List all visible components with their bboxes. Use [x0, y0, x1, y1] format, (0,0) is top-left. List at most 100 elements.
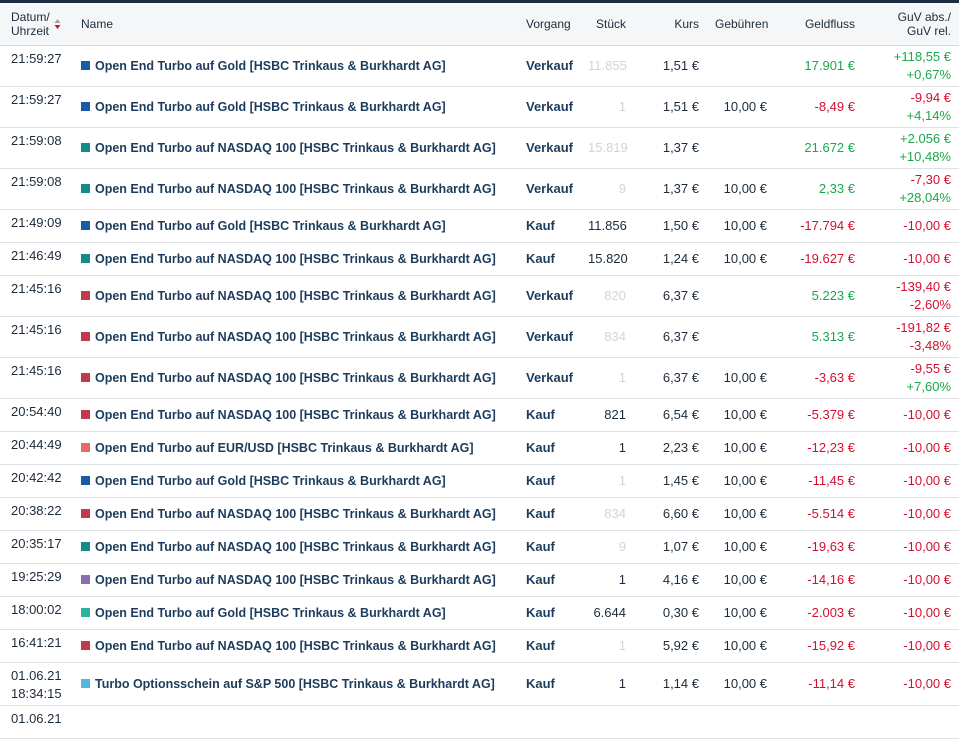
- date-cell: 20:38:22: [0, 497, 70, 531]
- action: Verkauf: [515, 316, 580, 358]
- pnl-abs: +118,55 €: [893, 49, 951, 64]
- price: 1,07 €: [634, 530, 707, 564]
- product-name[interactable]: Open End Turbo auf NASDAQ 100 [HSBC Trin…: [95, 252, 496, 266]
- quantity: 1: [580, 629, 634, 663]
- product-name[interactable]: Open End Turbo auf Gold [HSBC Trinkaus &…: [95, 219, 446, 233]
- header-fees[interactable]: Gebühren: [707, 1, 775, 46]
- product-name[interactable]: Open End Turbo auf NASDAQ 100 [HSBC Trin…: [95, 141, 496, 155]
- pnl-abs: -10,00 €: [903, 473, 951, 488]
- product-name[interactable]: Open End Turbo auf Gold [HSBC Trinkaus &…: [95, 474, 446, 488]
- pnl-abs: -139,40 €: [896, 279, 951, 294]
- header-cashflow[interactable]: Geldfluss: [775, 1, 863, 46]
- name-cell: Open End Turbo auf NASDAQ 100 [HSBC Trin…: [70, 127, 515, 169]
- order-row: 21:59:08 Open End Turbo auf NASDAQ 100 [H…: [0, 127, 959, 169]
- order-row: 01.06.21 18:34:15 Turbo Optionsschein auf …: [0, 662, 959, 706]
- color-square: [81, 575, 90, 584]
- fees: [707, 127, 775, 169]
- quantity: 15.820: [580, 242, 634, 276]
- pnl-rel: -3,48%: [909, 338, 951, 353]
- price: 6,37 €: [634, 316, 707, 358]
- fees: [707, 705, 775, 739]
- date-cell: 21:59:27: [0, 86, 70, 128]
- pnl-cell: -191,82 € -3,48%: [863, 316, 959, 358]
- fees: 10,00 €: [707, 662, 775, 706]
- product-name[interactable]: Open End Turbo auf NASDAQ 100 [HSBC Trin…: [95, 408, 496, 422]
- header-action[interactable]: Vorgang: [515, 1, 580, 46]
- date-cell: 21:45:16: [0, 357, 70, 399]
- header-name[interactable]: Name: [70, 1, 515, 46]
- action: Verkauf: [515, 168, 580, 210]
- cashflow: 5.223 €: [775, 275, 863, 317]
- fees: 10,00 €: [707, 596, 775, 630]
- product-name[interactable]: Open End Turbo auf NASDAQ 100 [HSBC Trin…: [95, 507, 496, 521]
- name-cell: Open End Turbo auf NASDAQ 100 [HSBC Trin…: [70, 275, 515, 317]
- date-cell: 21:59:08: [0, 168, 70, 210]
- pnl-cell: -7,30 € +28,04%: [863, 168, 959, 210]
- cashflow: -14,16 €: [775, 563, 863, 597]
- order-row: 01.06.21: [0, 705, 959, 739]
- time: 21:59:27: [11, 92, 62, 107]
- price: 1,51 €: [634, 86, 707, 128]
- name-cell: Open End Turbo auf Gold [HSBC Trinkaus &…: [70, 86, 515, 128]
- date: 01.06.21: [11, 711, 62, 726]
- cashflow: 17.901 €: [775, 45, 863, 87]
- product-name[interactable]: Open End Turbo auf NASDAQ 100 [HSBC Trin…: [95, 573, 496, 587]
- product-name[interactable]: Open End Turbo auf NASDAQ 100 [HSBC Trin…: [95, 371, 496, 385]
- action: Kauf: [515, 563, 580, 597]
- fees: 10,00 €: [707, 431, 775, 465]
- cashflow: 5.313 €: [775, 316, 863, 358]
- product-name[interactable]: Open End Turbo auf NASDAQ 100 [HSBC Trin…: [95, 330, 496, 344]
- product-name[interactable]: Open End Turbo auf Gold [HSBC Trinkaus &…: [95, 100, 446, 114]
- color-square: [81, 61, 90, 70]
- action: Kauf: [515, 662, 580, 706]
- product-name[interactable]: Open End Turbo auf NASDAQ 100 [HSBC Trin…: [95, 182, 496, 196]
- date-cell: 18:00:02: [0, 596, 70, 630]
- cashflow: -19.627 €: [775, 242, 863, 276]
- date-cell: 16:41:21: [0, 629, 70, 663]
- header-price[interactable]: Kurs: [634, 1, 707, 46]
- pnl-rel: +28,04%: [899, 190, 951, 205]
- color-square: [81, 291, 90, 300]
- pnl-rel: +10,48%: [899, 149, 951, 164]
- sort-icon[interactable]: [54, 18, 61, 30]
- product-name[interactable]: Open End Turbo auf NASDAQ 100 [HSBC Trin…: [95, 639, 496, 653]
- header-text: Uhrzeit: [11, 24, 50, 38]
- color-square: [81, 542, 90, 551]
- pnl-cell: -139,40 € -2,60%: [863, 275, 959, 317]
- header-qty[interactable]: Stück: [580, 1, 634, 46]
- pnl-cell: -10,00 €: [863, 431, 959, 465]
- header-date[interactable]: Datum/ Uhrzeit: [0, 1, 70, 46]
- quantity: 1: [580, 464, 634, 498]
- product-name[interactable]: Open End Turbo auf Gold [HSBC Trinkaus &…: [95, 59, 446, 73]
- product-name[interactable]: Open End Turbo auf NASDAQ 100 [HSBC Trin…: [95, 289, 496, 303]
- quantity: 11.855: [580, 45, 634, 87]
- color-square: [81, 254, 90, 263]
- pnl-abs: -10,00 €: [903, 572, 951, 587]
- price: [634, 705, 707, 739]
- color-square: [81, 509, 90, 518]
- quantity: 1: [580, 86, 634, 128]
- pnl-cell: -10,00 €: [863, 596, 959, 630]
- color-square: [81, 221, 90, 230]
- header-pnl[interactable]: GuV abs./ GuV rel.: [863, 1, 959, 46]
- action: [515, 705, 580, 739]
- price: 0,30 €: [634, 596, 707, 630]
- product-name[interactable]: Turbo Optionsschein auf S&P 500 [HSBC Tr…: [95, 677, 495, 691]
- name-cell: Open End Turbo auf NASDAQ 100 [HSBC Trin…: [70, 242, 515, 276]
- action: Kauf: [515, 596, 580, 630]
- product-name[interactable]: Open End Turbo auf NASDAQ 100 [HSBC Trin…: [95, 540, 496, 554]
- time: 19:25:29: [11, 569, 62, 584]
- product-name[interactable]: Open End Turbo auf Gold [HSBC Trinkaus &…: [95, 606, 446, 620]
- fees: 10,00 €: [707, 497, 775, 531]
- pnl-cell: -10,00 €: [863, 464, 959, 498]
- pnl-cell: +2.056 € +10,48%: [863, 127, 959, 169]
- date-cell: 21:59:08: [0, 127, 70, 169]
- product-name[interactable]: Open End Turbo auf EUR/USD [HSBC Trinkau…: [95, 441, 474, 455]
- date-cell: 21:49:09: [0, 209, 70, 243]
- color-square: [81, 608, 90, 617]
- pnl-rel: +7,60%: [906, 379, 951, 394]
- order-row: 20:35:17 Open End Turbo auf NASDAQ 100 [H…: [0, 530, 959, 564]
- header-text: GuV abs./: [897, 10, 951, 24]
- color-square: [81, 373, 90, 382]
